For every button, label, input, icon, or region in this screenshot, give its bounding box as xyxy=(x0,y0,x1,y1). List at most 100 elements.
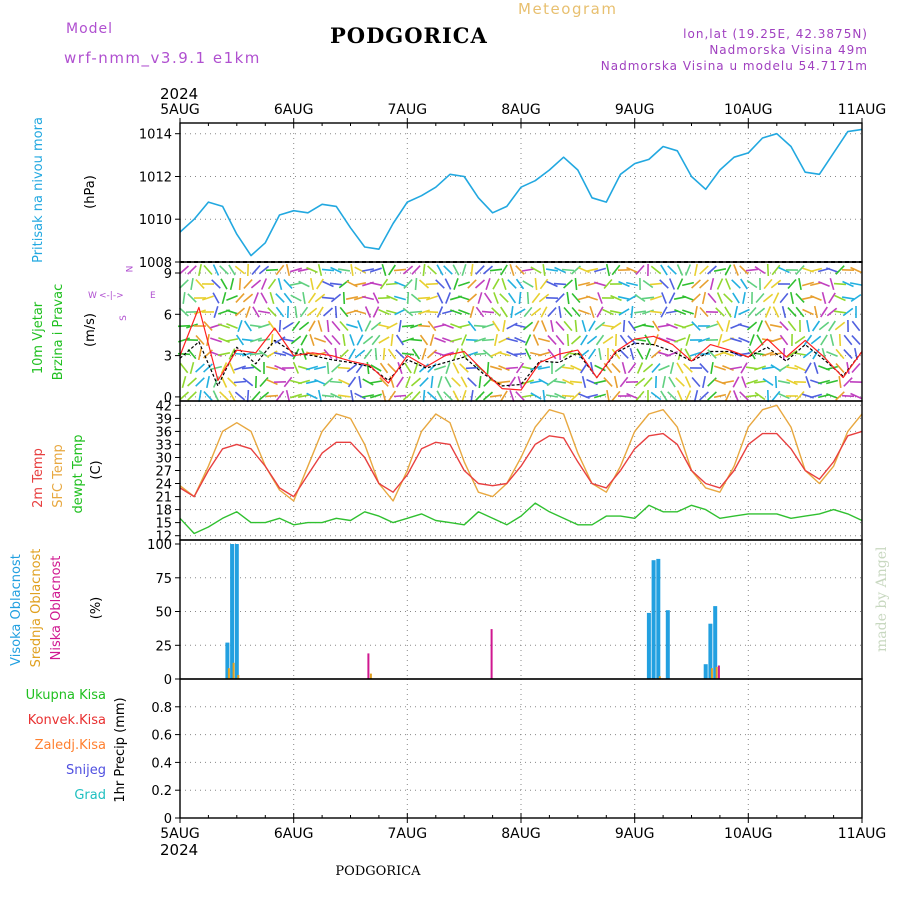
x-tick-label-bottom: 6AUG xyxy=(274,826,314,842)
wind-arrow xyxy=(604,378,612,387)
series-layer xyxy=(180,129,862,679)
x-tick-label-top: 8AUG xyxy=(501,102,541,118)
y-tick-label: 9 xyxy=(164,267,172,282)
x-tick-label-top: 10AUG xyxy=(724,102,773,118)
wind-arrow xyxy=(307,268,318,273)
wind-arrow xyxy=(840,334,841,346)
wind-arrow xyxy=(826,367,838,370)
wind-arrow xyxy=(332,336,340,345)
wind-arrow xyxy=(747,281,757,288)
wind-arrow xyxy=(328,362,329,374)
location-line: lon,lat (19.25E, 42.3875N) xyxy=(683,27,868,41)
wind-arrow xyxy=(637,349,643,360)
compass-marks: <-|-> xyxy=(99,291,124,301)
wind-label-2: Brzina i Pravac xyxy=(51,284,66,381)
wind-arrow xyxy=(717,321,723,331)
wind-arrow xyxy=(317,279,324,289)
wind-arrow xyxy=(725,307,731,317)
wind-arrow xyxy=(471,390,473,402)
wind-arrow xyxy=(826,394,837,398)
wind-arrow xyxy=(387,323,398,329)
wind-arrow xyxy=(814,362,818,373)
wind-arrow xyxy=(734,390,739,401)
wind-arrow xyxy=(700,392,709,400)
high-cloud-bar xyxy=(230,544,234,679)
wind-arrow xyxy=(397,335,404,345)
wind-arrow xyxy=(188,378,197,386)
wind-arrow xyxy=(450,338,462,341)
pressure-axis-label: Pritisak na nivou mora (hPa) xyxy=(31,117,98,263)
wind-arrow xyxy=(788,308,796,317)
wind-arrow xyxy=(412,392,420,401)
wind-arrow xyxy=(226,339,238,341)
wind-arrow xyxy=(523,281,533,287)
wind-arrow xyxy=(542,320,547,331)
wind-arrow xyxy=(564,321,572,330)
wind-arrow xyxy=(482,340,494,341)
wind-arrow xyxy=(768,264,769,276)
wind-arrow xyxy=(437,391,443,401)
mid-cloud-bar xyxy=(711,668,713,679)
wind-arrow xyxy=(344,292,345,304)
wind-arrow xyxy=(397,377,404,387)
wind-arrow xyxy=(324,336,332,345)
compass-east: E xyxy=(150,291,156,301)
wind-arrow xyxy=(214,265,219,276)
wind-arrow xyxy=(562,396,574,397)
wind-arrow xyxy=(778,381,790,383)
wind-arrow xyxy=(388,364,396,373)
wind-arrow xyxy=(351,390,353,402)
wind-arrow xyxy=(280,320,281,332)
chart-title: PODGORICA xyxy=(330,23,488,48)
wind-arrow xyxy=(507,323,518,329)
wind-arrow xyxy=(426,284,438,285)
clouds-axis-label: Visoka Oblacnost Srednja Oblacnost Niska… xyxy=(9,549,104,668)
wind-arrow xyxy=(686,391,691,402)
wind-arrow xyxy=(462,335,467,346)
wind-arrow xyxy=(426,312,438,313)
wind-arrow xyxy=(478,292,481,303)
wind-arrow xyxy=(581,363,588,373)
wind-arrow xyxy=(260,378,268,387)
wind-arrow xyxy=(823,292,826,304)
wind-arrow xyxy=(570,381,582,382)
wind-arrow xyxy=(408,292,409,304)
y-tick-label: 27 xyxy=(155,465,172,480)
wind-arrow xyxy=(234,382,246,383)
wind-label-1: 10m Vjetar xyxy=(31,301,46,374)
wind-arrow xyxy=(603,337,613,344)
wind-arrow xyxy=(350,334,354,345)
wind-arrow xyxy=(850,283,862,285)
wind-arrow xyxy=(743,292,745,304)
wind-arrow xyxy=(338,395,350,397)
wind-arrow xyxy=(238,320,242,331)
wind-arrow xyxy=(501,307,508,317)
precip-legend-hail: Grad xyxy=(74,788,106,803)
wind-arrow xyxy=(322,297,334,298)
wind-arrow xyxy=(295,306,297,318)
wind-arrow xyxy=(826,268,837,272)
wind-arrow xyxy=(437,265,443,276)
wind-arrow xyxy=(180,280,189,288)
wind-arrow xyxy=(428,392,437,400)
temp-label-3: dewpt Temp xyxy=(71,434,86,513)
x-tick-label-top: 9AUG xyxy=(615,102,655,118)
wind-arrow xyxy=(453,363,458,374)
wind-arrow xyxy=(381,363,388,373)
wind-arrow xyxy=(466,368,478,369)
wind-arrow xyxy=(674,338,685,342)
wind-arrow xyxy=(468,378,477,386)
wind-arrow xyxy=(438,376,442,387)
wind-arrow xyxy=(330,283,342,284)
wind-arrow xyxy=(803,310,814,315)
wind-arrow xyxy=(811,336,820,343)
wind-arrow xyxy=(301,335,307,345)
wind-arrow xyxy=(458,282,469,286)
wind-arrow xyxy=(842,396,854,397)
wind-arrow xyxy=(786,367,798,369)
wind-arrow xyxy=(349,349,355,359)
wind-arrow xyxy=(844,335,852,344)
wind-arrow xyxy=(671,362,674,374)
wind-arrow xyxy=(590,306,594,317)
wind-arrow xyxy=(454,278,458,289)
